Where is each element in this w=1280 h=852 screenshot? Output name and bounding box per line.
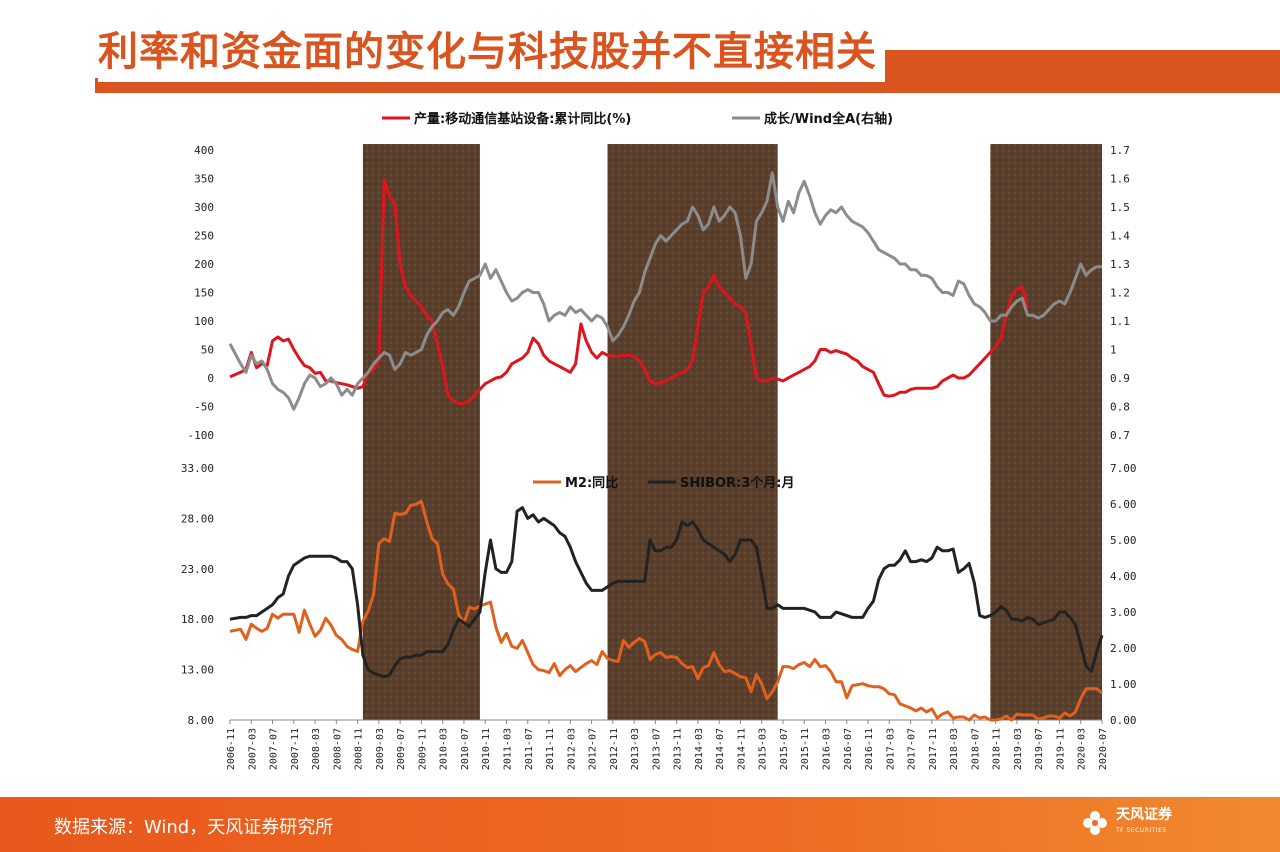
top-left-tick-label: 100 bbox=[194, 315, 214, 328]
x-tick-label: 2017-03 bbox=[885, 728, 896, 770]
bottom-right-tick-label: 7.00 bbox=[1110, 462, 1137, 475]
bottom-right-tick-label: 2.00 bbox=[1110, 642, 1137, 655]
top-left-tick-label: 50 bbox=[201, 344, 214, 357]
x-tick-label: 2017-07 bbox=[907, 728, 918, 770]
bottom-left-tick-label: 33.00 bbox=[181, 462, 214, 475]
x-tick-label: 2020-07 bbox=[1098, 728, 1109, 770]
x-tick-label: 2015-11 bbox=[800, 728, 811, 770]
x-tick-label: 2013-11 bbox=[673, 728, 684, 770]
top-right-tick-label: 0.9 bbox=[1110, 372, 1130, 385]
x-tick-label: 2014-03 bbox=[694, 728, 705, 770]
top-right-tick-label: 1.7 bbox=[1110, 144, 1130, 157]
x-tick-label: 2010-07 bbox=[460, 728, 471, 770]
bottom-left-tick-label: 13.00 bbox=[181, 664, 214, 677]
top-series-line-2 bbox=[228, 171, 1102, 411]
logo-subtext: TF SECURITIES bbox=[1116, 827, 1167, 834]
logo-text: 天风证券 bbox=[1116, 807, 1172, 823]
page-title: 利率和资金面的变化与科技股并不直接相关 bbox=[98, 22, 885, 82]
bottom-series-line-1 bbox=[229, 499, 1103, 722]
x-tick-label: 2009-07 bbox=[396, 728, 407, 770]
top-left-tick-label: 400 bbox=[194, 144, 214, 157]
top-right-tick-label: 1.6 bbox=[1110, 173, 1130, 186]
x-tick-label: 2016-03 bbox=[822, 728, 833, 770]
x-tick-label: 2016-11 bbox=[864, 728, 875, 770]
x-tick-label: 2020-03 bbox=[1077, 728, 1088, 770]
top-left-tick-label: 250 bbox=[194, 230, 214, 243]
top-right-tick-label: 1.4 bbox=[1110, 230, 1130, 243]
x-tick-label: 2019-07 bbox=[1034, 728, 1045, 770]
bottom-right-tick-label: 0.00 bbox=[1110, 714, 1137, 727]
top-right-tick-label: 1.1 bbox=[1110, 315, 1130, 328]
x-tick-label: 2008-07 bbox=[332, 728, 343, 770]
bottom-right-tick-label: 6.00 bbox=[1110, 498, 1137, 511]
top-legend-label-1: 产量:移动通信基站设备:累计同比(%) bbox=[414, 111, 631, 127]
x-tick-label: 2012-03 bbox=[566, 728, 577, 770]
top-left-tick-label: -50 bbox=[194, 401, 214, 414]
bottom-legend-label-1: M2:同比 bbox=[565, 475, 618, 491]
shaded-period-3 bbox=[990, 144, 1102, 720]
top-right-tick-label: 1.2 bbox=[1110, 287, 1130, 300]
x-tick-label: 2018-07 bbox=[970, 728, 981, 770]
x-tick-label: 2008-11 bbox=[354, 728, 365, 770]
top-right-tick-label: 1.3 bbox=[1110, 258, 1130, 271]
bottom-right-tick-label: 5.00 bbox=[1110, 534, 1137, 547]
top-right-tick-label: 1.5 bbox=[1110, 201, 1130, 214]
x-tick-label: 2011-07 bbox=[524, 728, 535, 770]
x-tick-label: 2016-07 bbox=[843, 728, 854, 770]
x-tick-label: 2013-03 bbox=[630, 728, 641, 770]
bottom-left-tick-label: 18.00 bbox=[181, 613, 214, 626]
x-tick-label: 2011-11 bbox=[545, 728, 556, 770]
top-left-tick-label: 150 bbox=[194, 287, 214, 300]
bottom-left-tick-label: 8.00 bbox=[188, 714, 215, 727]
x-tick-label: 2014-11 bbox=[736, 728, 747, 770]
top-left-tick-label: 350 bbox=[194, 173, 214, 186]
bottom-right-tick-label: 4.00 bbox=[1110, 570, 1137, 583]
x-tick-label: 2007-03 bbox=[247, 728, 258, 770]
top-legend-label-2: 成长/Wind全A(右轴) bbox=[764, 111, 893, 127]
company-logo: 天风证券 TF SECURITIES bbox=[1080, 807, 1172, 839]
bottom-left-tick-label: 23.00 bbox=[181, 563, 214, 576]
shaded-period-1 bbox=[362, 144, 480, 720]
x-tick-label: 2009-11 bbox=[417, 728, 428, 770]
top-right-tick-label: 0.7 bbox=[1110, 429, 1130, 442]
top-left-tick-label: 300 bbox=[194, 201, 214, 214]
top-right-tick-label: 0.8 bbox=[1110, 401, 1130, 414]
bottom-series-line-2 bbox=[229, 506, 1104, 679]
top-left-tick-label: -100 bbox=[188, 429, 215, 442]
title-band bbox=[880, 50, 1280, 78]
dual-panel-chart: 400 350 300 250 200 150 100 50 0 -50 -100 1.7 1.6 1.5… bbox=[181, 111, 1137, 770]
x-tick-label: 2015-07 bbox=[779, 728, 790, 770]
flower-logo-icon bbox=[1083, 811, 1107, 835]
x-tick-label: 2010-03 bbox=[439, 728, 450, 770]
top-left-tick-label: 0 bbox=[207, 372, 214, 385]
top-left-tick-label: 200 bbox=[194, 258, 214, 271]
x-tick-label: 2015-03 bbox=[758, 728, 769, 770]
x-tick-label: 2009-03 bbox=[375, 728, 386, 770]
bottom-right-tick-label: 3.00 bbox=[1110, 606, 1137, 619]
x-tick-label: 2007-07 bbox=[269, 728, 280, 770]
x-tick-label: 2019-03 bbox=[1013, 728, 1024, 770]
x-tick-label: 2007-11 bbox=[290, 728, 301, 770]
x-tick-label: 2013-07 bbox=[651, 728, 662, 770]
x-tick-label: 2012-11 bbox=[609, 728, 620, 770]
bottom-legend-label-2: SHIBOR:3个月:月 bbox=[680, 475, 795, 491]
x-tick-label: 2008-03 bbox=[311, 728, 322, 770]
x-tick-label: 2019-11 bbox=[1056, 728, 1067, 770]
bottom-right-tick-label: 1.00 bbox=[1110, 678, 1137, 691]
footer: 数据来源：Wind，天风证券研究所 天风证券 TF SECURITIES bbox=[0, 797, 1280, 852]
shaded-period-2 bbox=[607, 144, 778, 720]
x-tick-label: 2006-11 bbox=[226, 728, 237, 770]
x-tick-label: 2018-11 bbox=[992, 728, 1003, 770]
x-tick-label: 2014-07 bbox=[715, 728, 726, 770]
x-tick-label: 2017-11 bbox=[928, 728, 939, 770]
x-tick-label: 2011-03 bbox=[503, 728, 514, 770]
data-source-note: 数据来源：Wind，天风证券研究所 bbox=[54, 817, 334, 838]
x-tick-label: 2018-03 bbox=[949, 728, 960, 770]
x-tick-label: 2012-07 bbox=[588, 728, 599, 770]
bottom-left-tick-label: 28.00 bbox=[181, 512, 214, 525]
top-right-tick-label: 1 bbox=[1110, 344, 1117, 357]
x-tick-label: 2010-11 bbox=[481, 728, 492, 770]
